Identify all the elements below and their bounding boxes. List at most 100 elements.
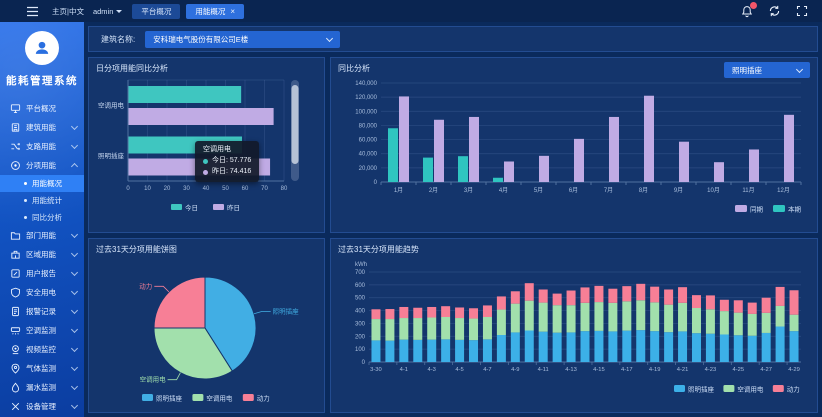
svg-text:600: 600 xyxy=(355,282,366,288)
menu-toggle-icon[interactable] xyxy=(26,6,39,17)
bar-same-period xyxy=(469,116,479,182)
building-select[interactable]: 安科瑞电气股份有限公司E楼 xyxy=(145,30,341,48)
svg-text:50: 50 xyxy=(222,186,229,192)
svg-text:动力: 动力 xyxy=(257,393,270,402)
stack-segment xyxy=(733,334,743,362)
chevron-down-icon xyxy=(795,65,804,73)
building-filter-bar: 建筑名称: 安科瑞电气股份有限公司E楼 xyxy=(88,26,818,52)
tab-0[interactable]: 平台概况 xyxy=(132,3,181,19)
stack-segment xyxy=(678,330,688,362)
legend-item[interactable]: 照明插座 xyxy=(142,393,183,402)
sidebar-item-6[interactable]: 用户报告 xyxy=(0,264,84,283)
sidebar-item-5[interactable]: 区域用能 xyxy=(0,245,84,264)
sidebar-subitem-3-1[interactable]: 用能统计 xyxy=(0,192,84,209)
bar-same-period xyxy=(714,162,724,182)
stack-segment xyxy=(496,309,506,335)
stack-segment xyxy=(594,330,604,362)
stack-segment xyxy=(747,335,757,362)
sidebar-item-7[interactable]: 安全用电 xyxy=(0,283,84,302)
stack-segment xyxy=(552,304,562,333)
legend-item[interactable]: 空调用电 xyxy=(723,384,764,393)
svg-text:照明插座: 照明插座 xyxy=(156,393,183,402)
refresh-icon[interactable] xyxy=(768,5,781,17)
home-language-links[interactable]: 主页|中文 xyxy=(52,6,84,16)
svg-text:0: 0 xyxy=(374,180,378,186)
tab-label: 平台概况 xyxy=(141,6,172,16)
legend-item[interactable]: 空调用电 xyxy=(192,393,233,402)
sidebar-item-3[interactable]: 分项用能 xyxy=(0,156,84,175)
fullscreen-icon[interactable] xyxy=(796,5,808,17)
sidebar-item-2[interactable]: 支路用能 xyxy=(0,137,84,156)
tab-label: 用能概况 xyxy=(195,6,226,16)
stack-segment xyxy=(650,330,660,362)
bar-yesterday xyxy=(128,158,271,176)
chevron-up-icon xyxy=(70,162,79,171)
stack-segment xyxy=(608,330,618,362)
legend-item[interactable]: 照明插座 xyxy=(674,384,715,393)
bar-same-period xyxy=(434,119,444,182)
trend-chart-area: kWh 0 100 200 300 400 500 600 700 3-30 4-1 4-3 4-5 4-… xyxy=(337,256,811,411)
legend-item[interactable]: 本期 xyxy=(773,205,802,214)
stack-segment xyxy=(789,330,799,362)
stack-segment xyxy=(719,333,729,362)
sidebar-item-11[interactable]: 气体监测 xyxy=(0,359,84,378)
bar-same-period xyxy=(784,114,794,182)
svg-text:30: 30 xyxy=(183,186,190,192)
sidebar-item-8[interactable]: 报警记录 xyxy=(0,302,84,321)
svg-text:8月: 8月 xyxy=(639,187,648,194)
stack-segment xyxy=(691,332,701,362)
stack-segment xyxy=(538,331,548,362)
svg-text:7月: 7月 xyxy=(604,187,613,194)
stack-segment xyxy=(413,339,423,362)
sidebar-item-12[interactable]: 漏水监测 xyxy=(0,378,84,397)
subitem-select[interactable]: 照明插座 xyxy=(724,62,810,78)
svg-text:80,000: 80,000 xyxy=(359,123,378,129)
notifications-bell-icon[interactable] xyxy=(741,1,757,18)
sidebar-item-1[interactable]: 建筑用能 xyxy=(0,118,84,137)
sidebar-item-label: 用户报告 xyxy=(26,269,56,278)
sidebar-item-0[interactable]: 平台概况 xyxy=(0,99,84,118)
sidebar-item-13[interactable]: 设备管理 xyxy=(0,397,84,416)
stack-segment xyxy=(719,310,729,334)
user-menu[interactable]: admin xyxy=(93,7,123,16)
svg-text:140,000: 140,000 xyxy=(355,81,377,87)
legend-item[interactable]: 动力 xyxy=(242,393,270,402)
sidebar-subitem-3-2[interactable]: 同比分析 xyxy=(0,209,84,226)
branch-icon xyxy=(10,141,21,152)
yoy-chart-area: 0 20,000 40,000 60,000 80,000 100,000 120,000 1… xyxy=(337,75,811,230)
sidebar-item-label: 视频监控 xyxy=(26,345,56,354)
scrollbar-thumb[interactable] xyxy=(291,85,299,164)
tab-1[interactable]: 用能概况 × xyxy=(186,3,245,19)
stack-segment xyxy=(455,339,465,362)
legend-item[interactable]: 昨日 xyxy=(213,203,240,212)
avatar xyxy=(25,31,59,65)
bar-today xyxy=(128,136,242,154)
stack-segment xyxy=(455,317,465,340)
sidebar-subitem-3-0[interactable]: 用能概况 xyxy=(0,175,84,192)
sidebar: 能耗管理系统 平台概况 建筑用能 支路用能 分项用能 用能概况 用能统计 同比分析 部门用能区… xyxy=(0,22,84,417)
stack-segment xyxy=(399,306,409,318)
panel-title: 过去31天分项用能饼图 xyxy=(96,244,177,254)
stack-segment xyxy=(441,316,451,339)
svg-text:4-15: 4-15 xyxy=(593,367,605,373)
stack-segment xyxy=(496,295,506,310)
water-icon xyxy=(10,382,21,393)
sidebar-item-9[interactable]: 空调监测 xyxy=(0,321,84,340)
svg-text:4-27: 4-27 xyxy=(760,367,772,373)
chevron-down-icon xyxy=(70,325,79,334)
stack-segment xyxy=(566,290,576,305)
sidebar-item-4[interactable]: 部门用能 xyxy=(0,226,84,245)
sidebar-item-label: 分项用能 xyxy=(26,161,56,170)
bar-same-period xyxy=(399,96,409,182)
legend-item[interactable]: 同期 xyxy=(735,205,764,214)
chevron-down-icon xyxy=(70,344,79,353)
legend-item[interactable]: 动力 xyxy=(772,384,800,393)
chevron-down-icon xyxy=(70,230,79,239)
close-tab-icon[interactable]: × xyxy=(230,6,236,16)
svg-text:4-23: 4-23 xyxy=(705,367,717,373)
legend-item[interactable]: 今日 xyxy=(171,203,198,212)
svg-text:4-11: 4-11 xyxy=(538,367,549,373)
svg-text:120,000: 120,000 xyxy=(355,95,377,101)
chevron-down-icon xyxy=(70,268,79,277)
sidebar-item-10[interactable]: 视频监控 xyxy=(0,340,84,359)
